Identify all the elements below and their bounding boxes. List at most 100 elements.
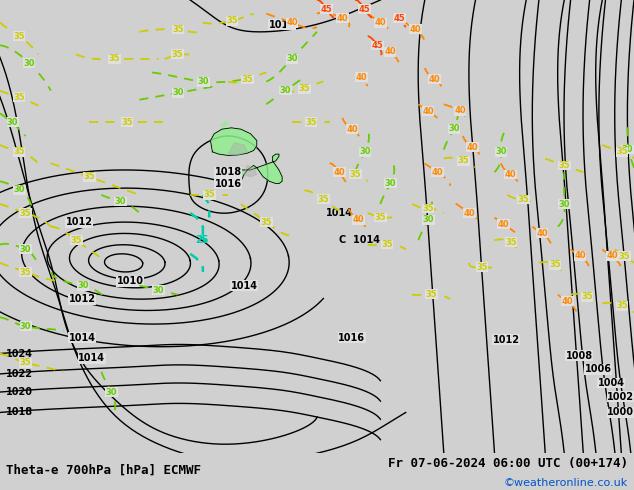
Text: 40: 40 [356, 73, 367, 81]
Polygon shape [210, 128, 257, 155]
Text: 40: 40 [467, 143, 478, 152]
Text: 40: 40 [429, 75, 440, 84]
Text: 35: 35 [13, 32, 25, 41]
Text: 35: 35 [616, 147, 628, 156]
Text: 45: 45 [359, 5, 370, 14]
Text: 30: 30 [359, 147, 371, 156]
Text: 40: 40 [286, 18, 298, 27]
Text: 35: 35 [226, 16, 238, 25]
Text: 30: 30 [423, 215, 434, 224]
Text: 35: 35 [518, 195, 529, 204]
Text: 35: 35 [204, 191, 215, 199]
Text: 40: 40 [455, 106, 466, 115]
Text: 35: 35 [422, 204, 434, 213]
Text: 30: 30 [198, 77, 209, 86]
Text: 30: 30 [115, 197, 126, 206]
Text: 35: 35 [619, 251, 630, 261]
Text: 1004: 1004 [597, 378, 624, 388]
Text: 1014: 1014 [79, 353, 105, 363]
Text: 40: 40 [574, 251, 586, 260]
Text: 35: 35 [581, 292, 593, 301]
Text: 30: 30 [23, 59, 35, 68]
Text: 1012: 1012 [69, 294, 96, 304]
Text: 45: 45 [321, 5, 332, 14]
Text: 30: 30 [286, 54, 297, 63]
Text: 35: 35 [318, 195, 329, 204]
Text: 35: 35 [425, 290, 437, 299]
Text: 35: 35 [20, 358, 32, 367]
Text: 35: 35 [109, 54, 120, 63]
Text: 35: 35 [381, 240, 392, 249]
Text: 1008: 1008 [566, 351, 593, 361]
Text: 40: 40 [375, 18, 386, 27]
Text: 45: 45 [372, 41, 384, 50]
Text: 1024: 1024 [6, 348, 34, 359]
Text: 40: 40 [346, 125, 358, 134]
Text: 1016: 1016 [339, 333, 365, 343]
Text: 1012: 1012 [493, 335, 520, 345]
Text: Fr 07-06-2024 06:00 UTC (00+174): Fr 07-06-2024 06:00 UTC (00+174) [387, 457, 628, 470]
Text: 30: 30 [7, 118, 18, 127]
Text: 30: 30 [280, 86, 291, 95]
Text: 30: 30 [559, 200, 571, 209]
Text: 35: 35 [350, 170, 361, 179]
Text: 25: 25 [195, 235, 209, 245]
Text: 35: 35 [476, 263, 488, 272]
Text: 40: 40 [337, 14, 348, 23]
Polygon shape [228, 143, 247, 155]
Text: 35: 35 [84, 172, 95, 181]
Text: 35: 35 [261, 218, 273, 227]
Text: ©weatheronline.co.uk: ©weatheronline.co.uk [503, 478, 628, 489]
Text: 40: 40 [606, 251, 618, 260]
Text: 30: 30 [106, 388, 117, 397]
Text: Theta-e 700hPa [hPa] ECMWF: Theta-e 700hPa [hPa] ECMWF [6, 463, 202, 476]
Text: 40: 40 [536, 229, 548, 238]
Text: 1014: 1014 [326, 208, 353, 218]
Polygon shape [244, 166, 257, 177]
Text: 1014: 1014 [231, 281, 257, 291]
Text: 35: 35 [559, 161, 570, 170]
Text: 40: 40 [498, 220, 510, 229]
Text: 1022: 1022 [6, 369, 34, 379]
Text: 30: 30 [495, 147, 507, 156]
Text: 40: 40 [410, 24, 421, 34]
Text: 30: 30 [448, 124, 460, 133]
Text: 30: 30 [20, 322, 32, 331]
Text: 40: 40 [432, 168, 443, 176]
Text: 35: 35 [305, 118, 316, 127]
Text: C  1014: C 1014 [339, 235, 380, 245]
Text: 35: 35 [70, 236, 82, 245]
Text: 35: 35 [172, 25, 184, 34]
Text: 1000: 1000 [607, 408, 634, 417]
Text: 35: 35 [20, 209, 32, 218]
Polygon shape [221, 122, 228, 126]
Text: 30: 30 [622, 145, 633, 154]
Text: 35: 35 [121, 118, 133, 127]
Text: 40: 40 [562, 296, 573, 306]
Text: 35: 35 [299, 84, 310, 93]
Text: 40: 40 [353, 216, 364, 224]
Polygon shape [235, 154, 282, 184]
Text: 35: 35 [458, 156, 469, 165]
Text: 1010: 1010 [117, 276, 143, 286]
Text: 40: 40 [333, 168, 345, 176]
Text: 35: 35 [616, 301, 628, 310]
Text: 1018: 1018 [215, 167, 242, 177]
Text: 35: 35 [375, 213, 386, 222]
Text: 1002: 1002 [607, 392, 634, 402]
Text: 35: 35 [242, 75, 253, 84]
Text: 30: 30 [385, 179, 396, 188]
Text: 40: 40 [505, 170, 516, 179]
Text: 40: 40 [384, 48, 396, 56]
Text: 40: 40 [422, 107, 434, 116]
Text: 30: 30 [172, 88, 184, 98]
Text: 35: 35 [550, 261, 561, 270]
Text: 30: 30 [153, 286, 164, 294]
Text: 35: 35 [505, 238, 517, 247]
Text: 1020: 1020 [6, 387, 34, 397]
Text: 1012: 1012 [66, 217, 93, 227]
Text: 35: 35 [13, 93, 25, 102]
Text: 30: 30 [20, 245, 31, 254]
Text: 35: 35 [172, 50, 183, 59]
Text: 30: 30 [14, 185, 25, 195]
